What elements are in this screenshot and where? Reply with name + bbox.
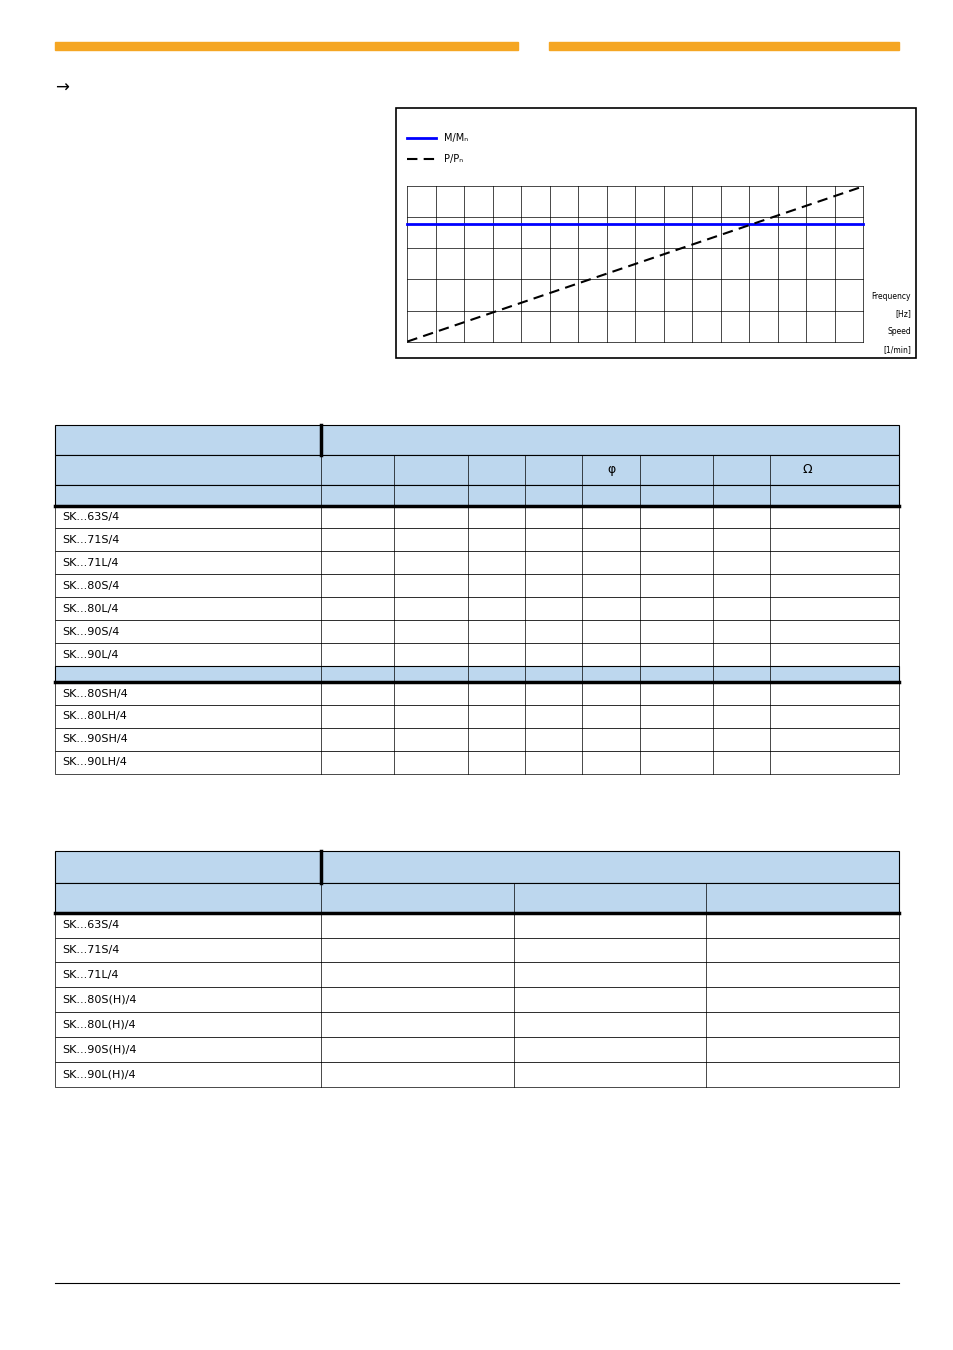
Bar	[55, 455, 898, 485]
Bar	[55, 1062, 898, 1087]
Bar	[55, 937, 898, 963]
Text: SK...71S/4: SK...71S/4	[62, 945, 119, 954]
Bar	[55, 643, 898, 666]
Bar	[55, 728, 898, 751]
Text: SK...71L/4: SK...71L/4	[62, 558, 118, 568]
Text: SK...90SH/4: SK...90SH/4	[62, 734, 128, 744]
Text: SK...63S/4: SK...63S/4	[62, 512, 119, 522]
Text: [Hz]: [Hz]	[894, 309, 910, 319]
Bar	[55, 425, 898, 455]
Bar	[55, 1012, 898, 1037]
Text: Frequency: Frequency	[871, 292, 910, 301]
Text: SK...90L/4: SK...90L/4	[62, 649, 118, 660]
Bar	[55, 682, 898, 705]
Text: SK...80LH/4: SK...80LH/4	[62, 711, 127, 721]
Bar	[55, 883, 898, 913]
Bar	[55, 485, 898, 505]
Bar	[55, 574, 898, 597]
Text: →: →	[55, 78, 70, 97]
Bar	[548, 42, 898, 50]
Text: SK...71L/4: SK...71L/4	[62, 969, 118, 980]
Bar	[55, 666, 898, 682]
Text: P/Pₙ: P/Pₙ	[443, 154, 462, 165]
Text: SK...90LH/4: SK...90LH/4	[62, 757, 127, 767]
Bar	[55, 42, 517, 50]
Bar	[55, 597, 898, 620]
Text: SK...80S(H)/4: SK...80S(H)/4	[62, 995, 136, 1004]
Text: Speed: Speed	[886, 327, 910, 336]
Text: SK...80L(H)/4: SK...80L(H)/4	[62, 1019, 135, 1030]
Text: SK...80SH/4: SK...80SH/4	[62, 688, 128, 698]
Text: SK...90S(H)/4: SK...90S(H)/4	[62, 1045, 136, 1054]
Text: Ω: Ω	[801, 463, 811, 477]
Text: SK...71S/4: SK...71S/4	[62, 535, 119, 545]
Text: [1/min]: [1/min]	[882, 344, 910, 354]
Text: SK...80S/4: SK...80S/4	[62, 580, 119, 591]
Bar	[55, 528, 898, 551]
Bar	[55, 751, 898, 774]
Bar	[55, 850, 898, 883]
Bar	[55, 913, 898, 937]
Text: M/Mₙ: M/Mₙ	[443, 132, 467, 143]
Text: φ: φ	[606, 463, 615, 477]
Text: SK...80L/4: SK...80L/4	[62, 603, 118, 614]
Text: SK...90S/4: SK...90S/4	[62, 626, 119, 637]
Text: SK...63S/4: SK...63S/4	[62, 921, 119, 930]
Bar	[55, 505, 898, 528]
Bar	[55, 987, 898, 1012]
Text: SK...90L(H)/4: SK...90L(H)/4	[62, 1069, 135, 1079]
Bar	[395, 108, 915, 358]
Bar	[55, 1037, 898, 1062]
Bar	[55, 963, 898, 987]
Bar	[55, 705, 898, 728]
Bar	[55, 620, 898, 643]
Bar	[55, 551, 898, 574]
